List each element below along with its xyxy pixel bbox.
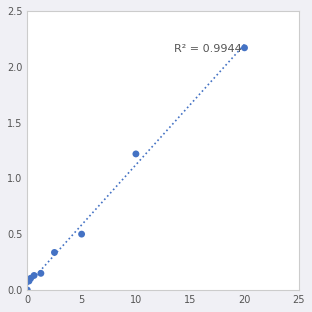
Point <box>25 287 30 292</box>
Point <box>27 279 32 284</box>
Point <box>28 276 33 281</box>
Point <box>32 273 37 278</box>
Point <box>52 250 57 255</box>
Point <box>134 151 139 156</box>
Point <box>242 45 247 50</box>
Text: R² = 0.9944: R² = 0.9944 <box>174 44 242 55</box>
Point <box>38 271 43 276</box>
Point <box>79 232 84 236</box>
